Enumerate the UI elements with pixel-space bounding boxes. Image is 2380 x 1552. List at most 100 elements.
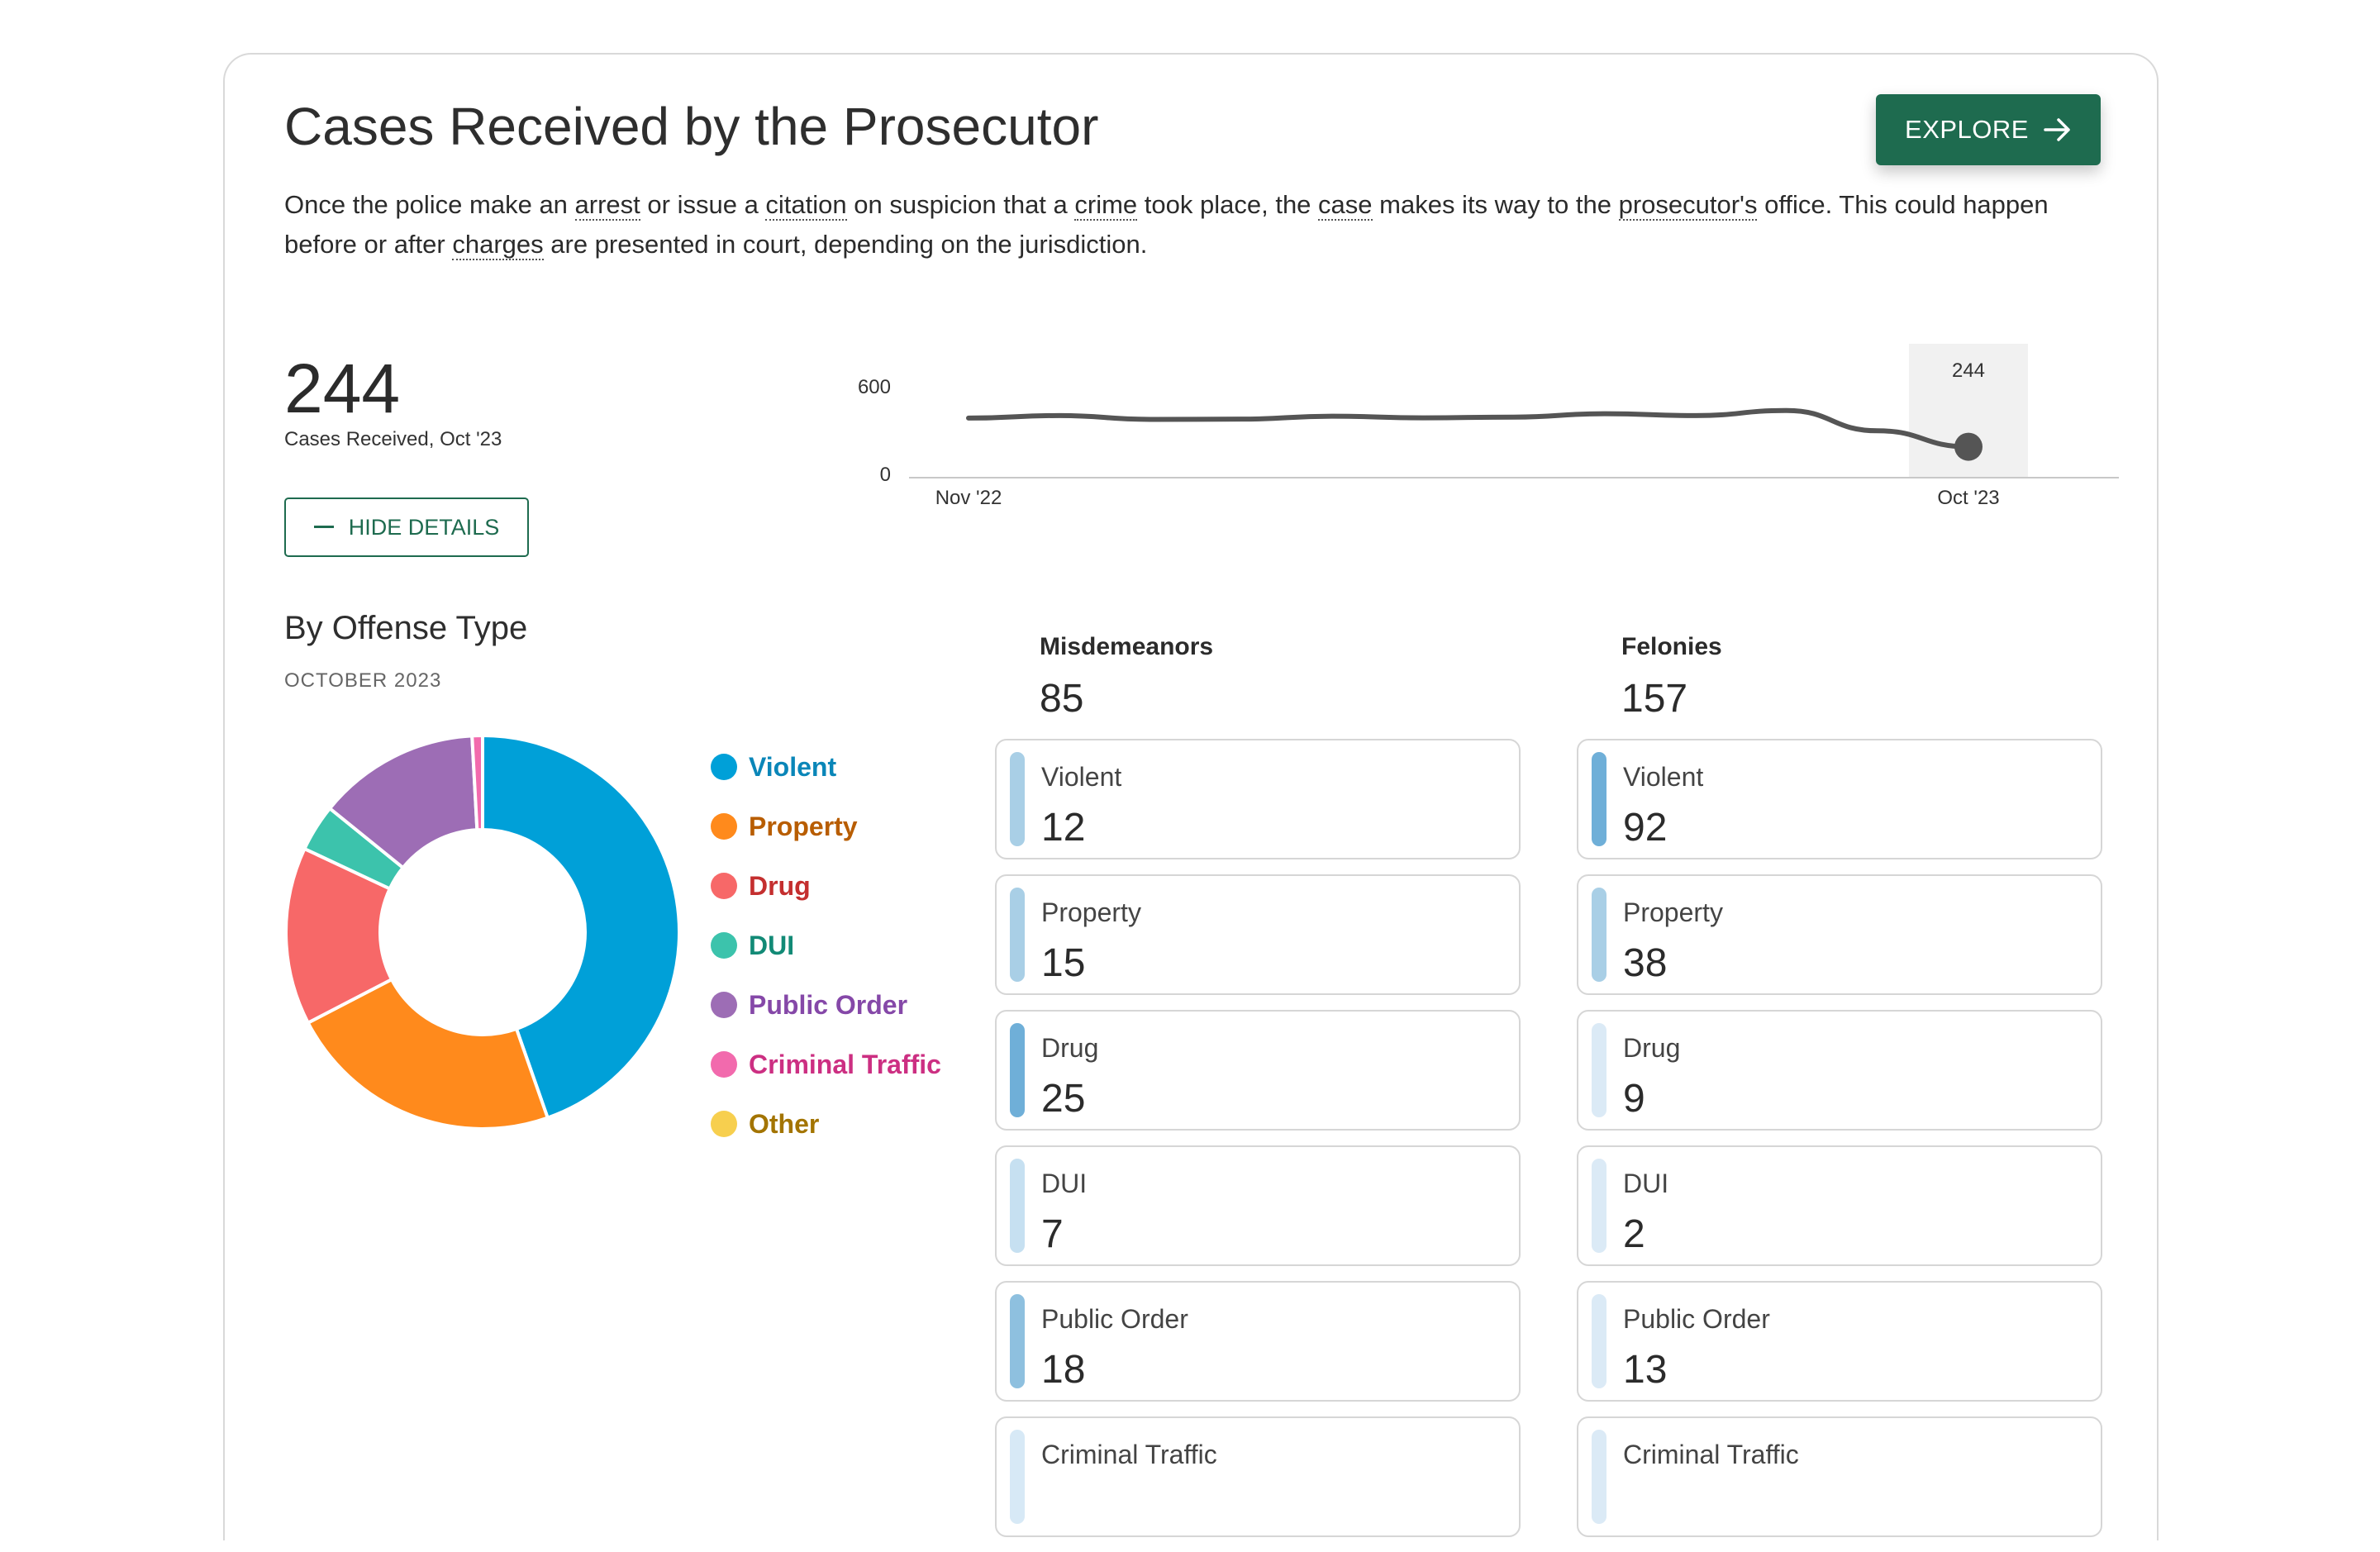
tile-value: 92 <box>1623 806 1668 850</box>
offense-donut-chart <box>284 734 681 1131</box>
legend-swatch-icon <box>711 1111 737 1137</box>
offense-tile: DUI 7 <box>995 1145 1521 1266</box>
minus-icon <box>313 526 334 528</box>
legend-label: Violent <box>749 751 837 782</box>
tile-label: Criminal Traffic <box>1041 1440 1217 1469</box>
kpi-label: Cases Received, Oct '23 <box>284 428 502 450</box>
legend-label: Other <box>749 1108 820 1139</box>
glossary-term-link[interactable]: prosecutor's <box>1618 190 1758 221</box>
description-text: Once the police make an arrest or issue … <box>284 185 2119 264</box>
legend-item[interactable]: Other <box>711 1094 941 1154</box>
legend-label: DUI <box>749 930 795 960</box>
tile-indicator-bar <box>1010 1023 1025 1117</box>
tile-label: Public Order <box>1623 1304 1770 1334</box>
tile-label: DUI <box>1623 1169 1669 1198</box>
tile-label: Violent <box>1041 762 1122 792</box>
description-fragment: took place, the <box>1137 190 1319 219</box>
tile-value: 12 <box>1041 806 1086 850</box>
tile-indicator-bar <box>1010 752 1025 846</box>
legend-swatch-icon <box>711 813 737 840</box>
glossary-term-link[interactable]: crime <box>1074 190 1138 221</box>
tile-label: DUI <box>1041 1169 1088 1198</box>
misdemeanors-column: Misdemeanors 85 Violent 12 Property 15 Drug 2… <box>995 633 1521 1552</box>
hide-details-label: HIDE DETAILS <box>348 514 500 540</box>
donut-slice <box>306 977 550 1131</box>
legend-item[interactable]: Violent <box>711 737 941 797</box>
tile-indicator-bar <box>1010 1294 1025 1388</box>
glossary-term-link[interactable]: case <box>1318 190 1373 221</box>
highlight-value-label: 244 <box>1952 359 1985 382</box>
legend-swatch-icon <box>711 932 737 959</box>
legend-label: Public Order <box>749 989 908 1020</box>
glossary-term-link[interactable]: citation <box>765 190 847 221</box>
felonies-total: 157 <box>1621 677 1688 721</box>
arrow-right-icon <box>2044 118 2070 141</box>
tile-indicator-bar <box>1592 1430 1606 1524</box>
offense-tile: Public Order 18 <box>995 1281 1521 1402</box>
tile-label: Criminal Traffic <box>1623 1440 1799 1469</box>
y-tick-label: 0 <box>880 464 891 486</box>
felonies-heading: Felonies <box>1621 633 1722 660</box>
misdemeanors-total: 85 <box>1040 677 1084 721</box>
tile-value: 7 <box>1041 1212 1064 1256</box>
highlight-point <box>1954 432 1983 461</box>
legend-swatch-icon <box>711 1051 737 1078</box>
description-fragment: or issue a <box>640 190 766 219</box>
legend-label: Property <box>749 811 858 841</box>
offense-tile: Criminal Traffic <box>1577 1416 2102 1537</box>
description-fragment: on suspicion that a <box>846 190 1075 219</box>
offense-legend: Violent Property Drug DUI Public Order Crimin… <box>711 737 941 1154</box>
legend-item[interactable]: Public Order <box>711 975 941 1035</box>
offense-tile: Violent 12 <box>995 739 1521 859</box>
section-subtitle: OCTOBER 2023 <box>284 669 442 692</box>
offense-tile: Criminal Traffic <box>995 1416 1521 1537</box>
cases-received-card: Cases Received by the Prosecutor EXPLORE… <box>223 53 2159 1540</box>
tile-indicator-bar <box>1592 1023 1606 1117</box>
tile-value: 2 <box>1623 1212 1645 1256</box>
tile-value: 13 <box>1623 1348 1668 1392</box>
description-fragment: are presented in court, depending on the… <box>543 230 1148 259</box>
description-fragment: office. This could happen before or afte… <box>284 190 2049 259</box>
y-tick-label: 600 <box>858 376 891 398</box>
offense-tile: Public Order 13 <box>1577 1281 2102 1402</box>
felonies-tiles: Violent 92 Property 38 Drug 9 DUI 2 Public Order… <box>1577 739 2102 1537</box>
explore-button-label: EXPLORE <box>1905 115 2029 144</box>
legend-label: Drug <box>749 870 811 901</box>
description-fragment: makes its way to the <box>1372 190 1619 219</box>
glossary-term-link[interactable]: charges <box>452 230 544 260</box>
hide-details-button[interactable]: HIDE DETAILS <box>284 497 529 557</box>
legend-item[interactable]: Drug <box>711 856 941 916</box>
tile-label: Violent <box>1623 762 1704 792</box>
offense-tile: DUI 2 <box>1577 1145 2102 1266</box>
tile-label: Drug <box>1623 1033 1681 1063</box>
offense-tile: Property 15 <box>995 874 1521 995</box>
offense-tile: Drug 25 <box>995 1010 1521 1131</box>
legend-swatch-icon <box>711 873 737 899</box>
section-title: By Offense Type <box>284 610 528 646</box>
explore-button[interactable]: EXPLORE <box>1876 94 2101 165</box>
offense-tile: Property 38 <box>1577 874 2102 995</box>
tile-indicator-bar <box>1010 1430 1025 1524</box>
legend-item[interactable]: Property <box>711 797 941 856</box>
description-fragment: Once the police make an <box>284 190 575 219</box>
donut-slice <box>481 734 681 1121</box>
tile-indicator-bar <box>1592 888 1606 982</box>
legend-item[interactable]: DUI <box>711 916 941 975</box>
donut-slice <box>470 734 484 832</box>
tile-indicator-bar <box>1010 1159 1025 1253</box>
legend-label: Criminal Traffic <box>749 1049 941 1079</box>
trend-line-chart: 600 0 244 Nov '22 Oct '23 <box>858 344 2119 509</box>
tile-indicator-bar <box>1592 1294 1606 1388</box>
tile-label: Drug <box>1041 1033 1099 1063</box>
tile-label: Property <box>1041 897 1141 927</box>
tile-label: Public Order <box>1041 1304 1188 1334</box>
legend-item[interactable]: Criminal Traffic <box>711 1035 941 1094</box>
tile-indicator-bar <box>1010 888 1025 982</box>
offense-tile: Violent 92 <box>1577 739 2102 859</box>
tile-value: 38 <box>1623 941 1668 985</box>
x-tick-label: Oct '23 <box>1937 487 1999 509</box>
offense-tile: Drug 9 <box>1577 1010 2102 1131</box>
page-title: Cases Received by the Prosecutor <box>284 97 1099 156</box>
tile-value: 9 <box>1623 1077 1645 1121</box>
glossary-term-link[interactable]: arrest <box>574 190 640 221</box>
